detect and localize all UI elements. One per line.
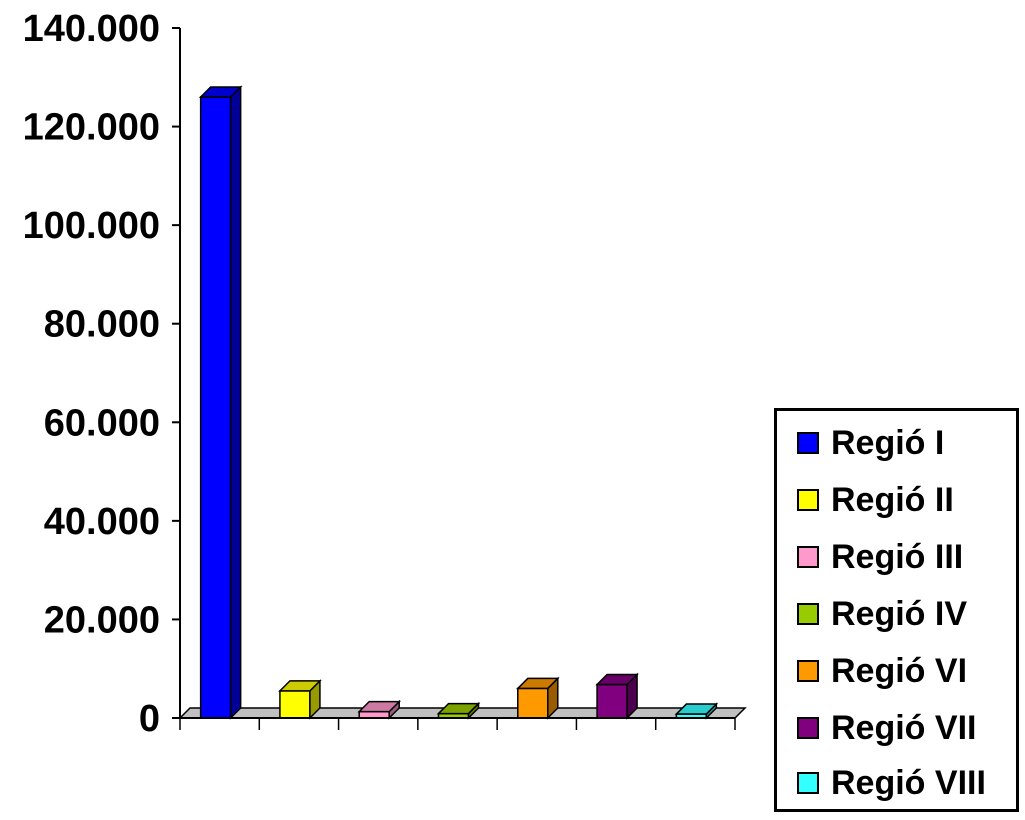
y-tick-label: 0 — [139, 698, 160, 740]
bar-front — [517, 687, 549, 719]
legend-label: Regió III — [831, 537, 964, 576]
bar-side — [229, 85, 242, 720]
legend-swatch — [797, 660, 819, 682]
bar-front — [596, 683, 628, 719]
bar-top — [436, 702, 481, 715]
legend-item-regio-iii: Regió III — [797, 537, 963, 577]
legend-label: Regió VII — [831, 708, 977, 747]
y-tick-label: 20.000 — [44, 599, 160, 641]
bar-top — [674, 703, 719, 715]
legend-label: Regió IV — [831, 594, 968, 633]
legend-swatch — [797, 546, 819, 568]
chart-legend: Regió I Regió II Regió III Regió IV Regi… — [774, 408, 1019, 812]
bar-top — [278, 680, 322, 692]
legend-swatch — [797, 717, 819, 739]
y-tick-labels: 0 20.000 40.000 60.000 80.000 100.000 120.000 1… — [23, 8, 160, 740]
legend-swatch — [797, 772, 819, 794]
y-tick-label: 140.000 — [23, 8, 160, 50]
bar-top — [595, 673, 639, 686]
legend-label: Regió I — [831, 423, 945, 462]
bar-front — [199, 96, 232, 719]
legend-label: Regió II — [831, 480, 954, 519]
legend-label: Regió VIII — [831, 763, 986, 802]
y-tick-label: 60.000 — [44, 402, 160, 444]
legend-item-regio-vi: Regió VI — [797, 651, 967, 691]
y-tick-label: 40.000 — [44, 501, 160, 543]
bar-3 — [357, 699, 402, 720]
bar-2 — [278, 679, 322, 720]
bar-top — [515, 677, 560, 690]
legend-swatch — [797, 489, 819, 511]
y-tick-label: 80.000 — [44, 304, 160, 346]
legend-swatch — [797, 432, 819, 454]
legend-item-regio-vii: Regió VII — [797, 708, 976, 748]
bar-front — [279, 690, 311, 719]
bar-top — [357, 700, 402, 713]
bar-1 — [198, 85, 243, 720]
bar-top — [198, 86, 243, 98]
y-tick-label: 100.000 — [23, 205, 160, 247]
y-tick-label: 120.000 — [23, 107, 160, 149]
bar-6 — [595, 672, 639, 720]
legend-item-regio-i: Regió I — [797, 423, 944, 463]
bar-5 — [515, 676, 560, 720]
legend-item-regio-iv: Regió IV — [797, 594, 967, 634]
legend-label: Regió VI — [831, 651, 968, 690]
legend-item-regio-viii: Regió VIII — [797, 763, 986, 803]
bar-4 — [436, 701, 481, 720]
bar-7 — [674, 702, 719, 720]
chart-bars — [198, 85, 719, 720]
legend-item-regio-ii: Regió II — [797, 480, 954, 520]
legend-swatch — [797, 603, 819, 625]
chart-axes — [172, 27, 736, 730]
